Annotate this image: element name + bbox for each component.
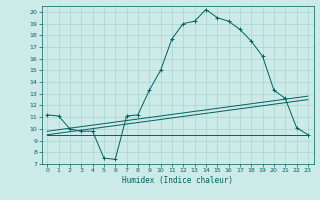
X-axis label: Humidex (Indice chaleur): Humidex (Indice chaleur) — [122, 176, 233, 185]
